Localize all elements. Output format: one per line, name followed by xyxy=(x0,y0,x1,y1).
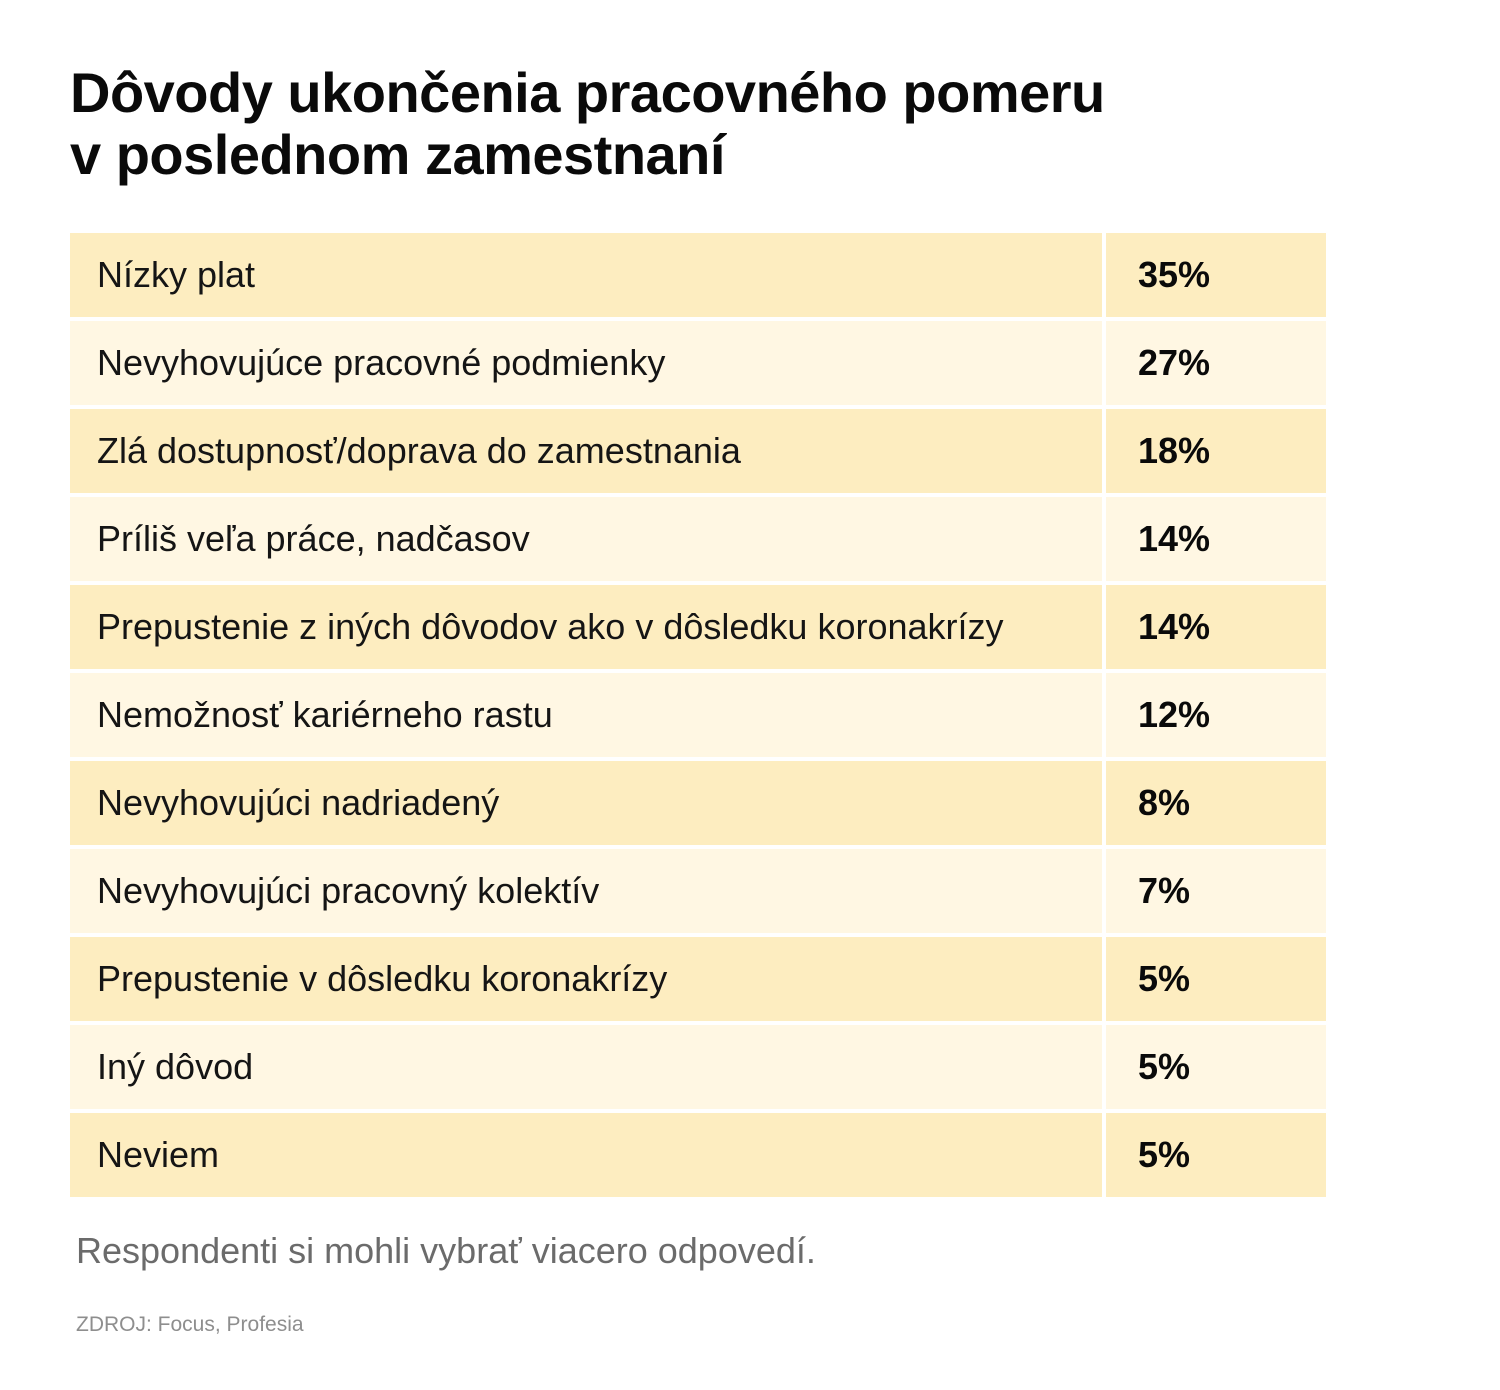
table-row: Zlá dostupnosť/doprava do zamestnania 18% xyxy=(70,409,1326,493)
row-label: Nevyhovujúci nadriadený xyxy=(70,761,1102,845)
table-row: Nízky plat 35% xyxy=(70,233,1326,317)
table-row: Neviem 5% xyxy=(70,1113,1326,1197)
table-row: Prepustenie v dôsledku koronakrízy 5% xyxy=(70,937,1326,1021)
row-label: Iný dôvod xyxy=(70,1025,1102,1109)
row-value: 27% xyxy=(1106,321,1326,405)
row-label: Prepustenie v dôsledku koronakrízy xyxy=(70,937,1102,1021)
footnote: Respondenti si mohli vybrať viacero odpo… xyxy=(76,1230,816,1271)
row-label: Nízky plat xyxy=(70,233,1102,317)
chart-title-line-1: Dôvody ukončenia pracovného pomeru xyxy=(70,61,1105,124)
row-label: Neviem xyxy=(70,1113,1102,1197)
row-value: 18% xyxy=(1106,409,1326,493)
source-credit: ZDROJ: Focus, Profesia xyxy=(76,1313,304,1336)
table-row: Iný dôvod 5% xyxy=(70,1025,1326,1109)
row-value: 14% xyxy=(1106,585,1326,669)
row-label: Nevyhovujúci pracovný kolektív xyxy=(70,849,1102,933)
table-row: Nevyhovujúce pracovné podmienky 27% xyxy=(70,321,1326,405)
table-row: Nevyhovujúci nadriadený 8% xyxy=(70,761,1326,845)
table-row: Prepustenie z iných dôvodov ako v dôsled… xyxy=(70,585,1326,669)
row-value: 12% xyxy=(1106,673,1326,757)
row-value: 7% xyxy=(1106,849,1326,933)
table-row: Nevyhovujúci pracovný kolektív 7% xyxy=(70,849,1326,933)
row-label: Nevyhovujúce pracovné podmienky xyxy=(70,321,1102,405)
data-table: Nízky plat 35% Nevyhovujúce pracovné podmi… xyxy=(70,233,1326,1197)
row-value: 35% xyxy=(1106,233,1326,317)
row-value: 5% xyxy=(1106,1025,1326,1109)
chart-title-line-2: v poslednom zamestnaní xyxy=(70,123,725,186)
row-label: Prepustenie z iných dôvodov ako v dôsled… xyxy=(70,585,1102,669)
row-label: Príliš veľa práce, nadčasov xyxy=(70,497,1102,581)
row-value: 14% xyxy=(1106,497,1326,581)
row-value: 5% xyxy=(1106,1113,1326,1197)
table-row: Príliš veľa práce, nadčasov 14% xyxy=(70,497,1326,581)
row-label: Zlá dostupnosť/doprava do zamestnania xyxy=(70,409,1102,493)
table-row: Nemožnosť kariérneho rastu 12% xyxy=(70,673,1326,757)
row-value: 5% xyxy=(1106,937,1326,1021)
row-label: Nemožnosť kariérneho rastu xyxy=(70,673,1102,757)
row-value: 8% xyxy=(1106,761,1326,845)
chart-title: Dôvody ukončenia pracovného pomeru v pos… xyxy=(70,62,1370,186)
